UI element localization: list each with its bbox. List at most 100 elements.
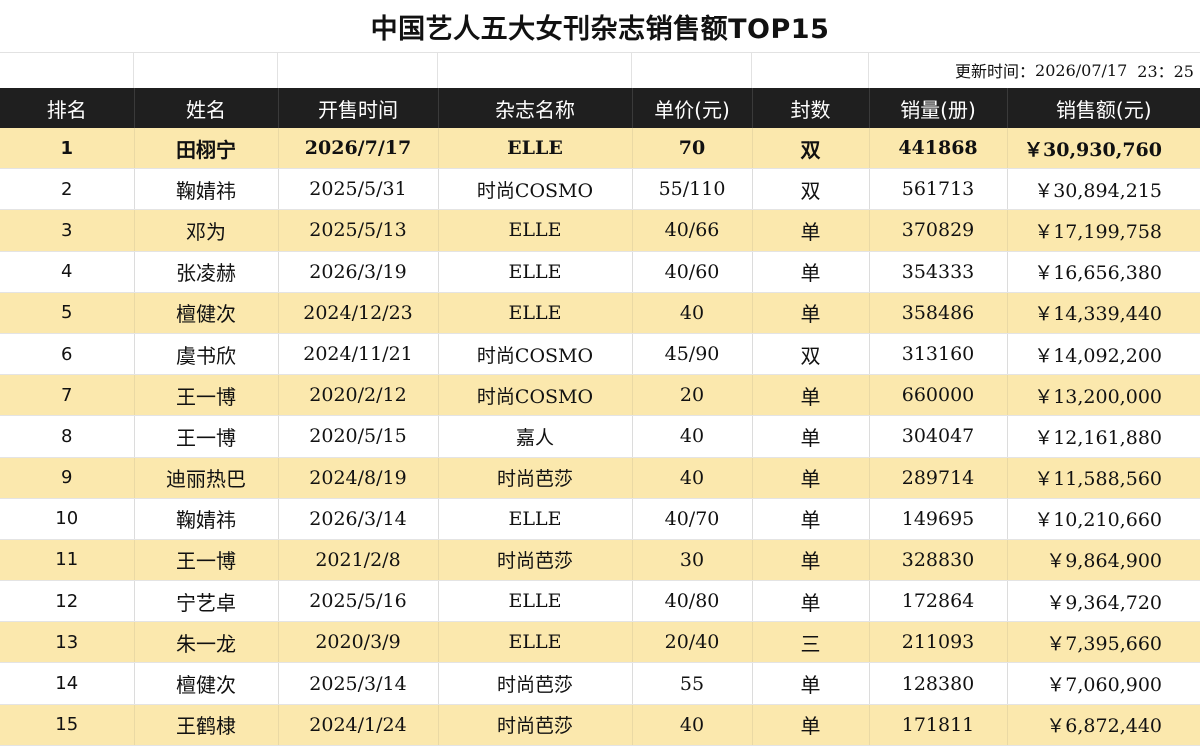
unit-price-cell: 20 (632, 374, 753, 417)
sales-amount-cell: ￥14,339,440 (1007, 292, 1200, 334)
update-label: 更新时间： (955, 62, 1036, 81)
header-rank: 排名 (0, 88, 135, 128)
rank-cell: 13 (0, 621, 135, 664)
title-bar: 中国艺人五大女刊杂志销售额TOP15 (0, 0, 1200, 53)
sales-amount-cell: ￥12,161,880 (1007, 415, 1200, 458)
header-name: 姓名 (134, 88, 279, 128)
name-cell: 王一博 (134, 539, 279, 582)
covers-cell: 单 (752, 415, 870, 458)
table-row: 12 宁艺卓 2025/5/16 ELLE 40/80 单 172864 ￥9,364,720 (0, 580, 1200, 623)
covers-cell: 双 (752, 128, 870, 170)
rank-cell: 6 (0, 333, 135, 376)
rank-cell: 9 (0, 457, 135, 499)
sales-amount-cell: ￥9,364,720 (1007, 580, 1200, 623)
name-cell: 田栩宁 (134, 128, 279, 170)
table-row: 14 檀健次 2025/3/14 时尚芭莎 55 单 128380 ￥7,060,900 (0, 662, 1200, 705)
blank-cell (438, 52, 632, 88)
covers-cell: 单 (752, 704, 870, 746)
blank-cell (278, 52, 438, 88)
sales-volume-cell: 289714 (869, 457, 1008, 499)
rank-cell: 12 (0, 580, 135, 623)
update-info-row: 更新时间： 2026/07/17 23：25 (0, 52, 1200, 88)
table-row: 15 王鹤棣 2024/1/24 时尚芭莎 40 单 171811 ￥6,872,440 (0, 704, 1200, 746)
rank-cell: 15 (0, 704, 135, 746)
unit-price-cell: 40/70 (632, 498, 753, 540)
magazine-cell: ELLE (438, 128, 633, 170)
covers-cell: 单 (752, 662, 870, 705)
covers-cell: 单 (752, 374, 870, 417)
release-date-cell: 2021/2/8 (278, 539, 439, 582)
name-cell: 王鹤棣 (134, 704, 279, 746)
release-date-cell: 2020/2/12 (278, 374, 439, 417)
sales-amount-cell: ￥30,930,760 (1007, 128, 1200, 170)
name-cell: 朱一龙 (134, 621, 279, 664)
release-date-cell: 2024/1/24 (278, 704, 439, 746)
name-cell: 宁艺卓 (134, 580, 279, 623)
table-row: 2 鞠婧祎 2025/5/31 时尚COSMO 55/110 双 561713 ￥30,894… (0, 168, 1200, 211)
unit-price-cell: 20/40 (632, 621, 753, 664)
sales-volume-cell: 561713 (869, 168, 1008, 211)
magazine-cell: ELLE (438, 209, 633, 252)
rank-cell: 3 (0, 209, 135, 252)
header-magazine: 杂志名称 (438, 88, 633, 128)
release-date-cell: 2024/11/21 (278, 333, 439, 376)
release-date-cell: 2026/7/17 (278, 128, 439, 170)
sales-amount-cell: ￥11,588,560 (1007, 457, 1200, 499)
sales-amount-cell: ￥13,200,000 (1007, 374, 1200, 417)
header-release-date: 开售时间 (278, 88, 439, 128)
magazine-cell: ELLE (438, 498, 633, 540)
table-body: 1 田栩宁 2026/7/17 ELLE 70 双 441868 ￥30,930,760 2 鞠婧… (0, 128, 1200, 746)
name-cell: 檀健次 (134, 662, 279, 705)
magazine-cell: 时尚芭莎 (438, 539, 633, 582)
sales-amount-cell: ￥7,395,660 (1007, 621, 1200, 664)
covers-cell: 三 (752, 621, 870, 664)
table-row: 8 王一博 2020/5/15 嘉人 40 单 304047 ￥12,161,880 (0, 415, 1200, 458)
header-sales-amount: 销售额(元) (1007, 88, 1200, 128)
sales-volume-cell: 441868 (869, 128, 1008, 170)
rank-cell: 5 (0, 292, 135, 334)
covers-cell: 单 (752, 292, 870, 334)
release-date-cell: 2026/3/19 (278, 251, 439, 293)
name-cell: 鞠婧祎 (134, 498, 279, 540)
sales-amount-cell: ￥30,894,215 (1007, 168, 1200, 211)
magazine-cell: 时尚COSMO (438, 333, 633, 376)
rank-cell: 2 (0, 168, 135, 211)
table-row: 5 檀健次 2024/12/23 ELLE 40 单 358486 ￥14,339,440 (0, 292, 1200, 334)
sales-volume-cell: 128380 (869, 662, 1008, 705)
update-date: 2026/07/17 (1035, 60, 1128, 80)
covers-cell: 单 (752, 498, 870, 540)
sales-volume-cell: 171811 (869, 704, 1008, 746)
sales-amount-cell: ￥17,199,758 (1007, 209, 1200, 252)
sales-volume-cell: 313160 (869, 333, 1008, 376)
page-title: 中国艺人五大女刊杂志销售额TOP15 (370, 13, 830, 45)
table-row: 3 邓为 2025/5/13 ELLE 40/66 单 370829 ￥17,199,758 (0, 209, 1200, 252)
magazine-cell: ELLE (438, 621, 633, 664)
release-date-cell: 2024/12/23 (278, 292, 439, 334)
rank-cell: 4 (0, 251, 135, 293)
sales-volume-cell: 370829 (869, 209, 1008, 252)
unit-price-cell: 40 (632, 292, 753, 334)
magazine-cell: ELLE (438, 292, 633, 334)
sales-volume-cell: 328830 (869, 539, 1008, 582)
unit-price-cell: 70 (632, 128, 753, 170)
table-row: 13 朱一龙 2020/3/9 ELLE 20/40 三 211093 ￥7,395,660 (0, 621, 1200, 664)
table-row: 1 田栩宁 2026/7/17 ELLE 70 双 441868 ￥30,930,760 (0, 128, 1200, 170)
sales-amount-cell: ￥7,060,900 (1007, 662, 1200, 705)
name-cell: 王一博 (134, 374, 279, 417)
unit-price-cell: 55 (632, 662, 753, 705)
sales-volume-cell: 304047 (869, 415, 1008, 458)
blank-cell (0, 52, 134, 88)
sales-amount-cell: ￥16,656,380 (1007, 251, 1200, 293)
magazine-cell: 时尚COSMO (438, 168, 633, 211)
rank-cell: 7 (0, 374, 135, 417)
name-cell: 迪丽热巴 (134, 457, 279, 499)
magazine-cell: ELLE (438, 580, 633, 623)
unit-price-cell: 40/80 (632, 580, 753, 623)
rank-cell: 10 (0, 498, 135, 540)
magazine-cell: 嘉人 (438, 415, 633, 458)
sales-volume-cell: 660000 (869, 374, 1008, 417)
name-cell: 檀健次 (134, 292, 279, 334)
sales-volume-cell: 354333 (869, 251, 1008, 293)
release-date-cell: 2026/3/14 (278, 498, 439, 540)
